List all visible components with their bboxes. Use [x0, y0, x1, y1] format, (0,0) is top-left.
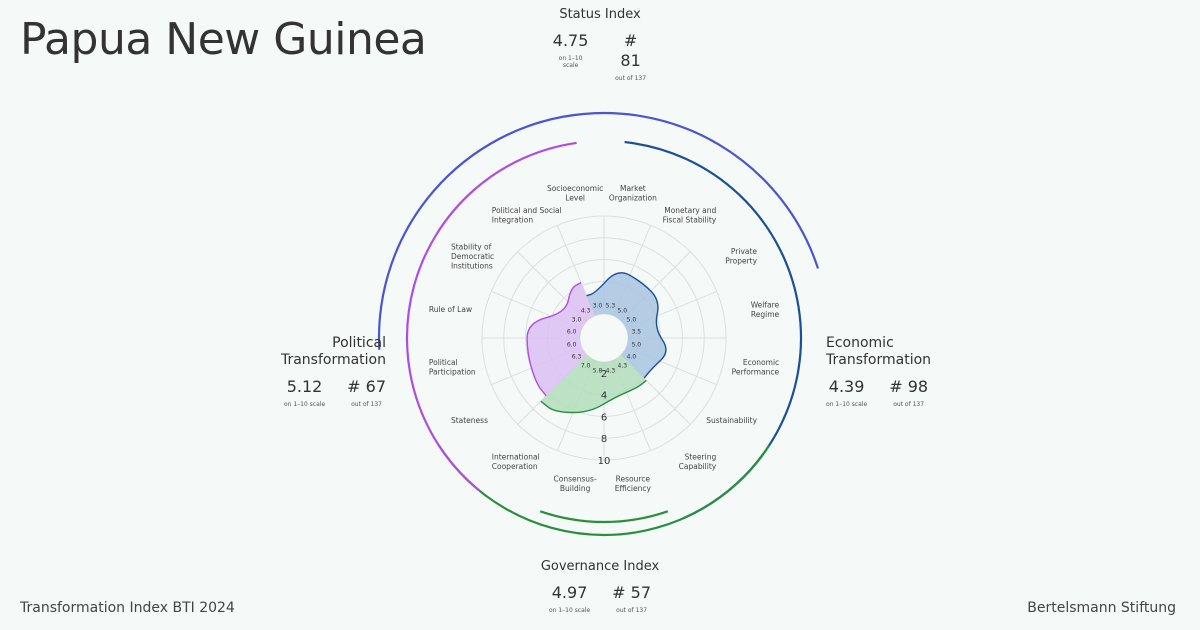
axis-label: Stateness — [451, 416, 488, 425]
score-label: 4.3 — [606, 367, 616, 374]
status-score-note: on 1–10 scale — [558, 55, 583, 69]
ring-label: 2 — [601, 369, 607, 380]
score-label: 5.0 — [627, 317, 637, 324]
ring-labels: 2 4 6 8 10 — [598, 369, 611, 467]
score-label: 3.0 — [572, 317, 582, 324]
score-label: 6.0 — [567, 341, 577, 348]
economic-transformation-block: Economic Transformation 4.39 on 1–10 sca… — [826, 335, 962, 408]
score-label: 6.0 — [567, 329, 577, 336]
political-outline — [526, 281, 582, 397]
economic-title-line2: Transformation — [826, 352, 932, 368]
governance-index-block: Governance Index 4.97 on 1–10 scale # 57… — [535, 558, 665, 614]
political-transformation-block: Political Transformation 5.12 on 1–10 sc… — [250, 335, 386, 408]
axis-label: Sustainability — [706, 416, 757, 425]
score-label: 5.0 — [618, 308, 628, 315]
axis-label: Stability of Democratic Institutions — [451, 242, 494, 270]
economic-rank: # 98 out of 137 — [889, 377, 928, 408]
score-label: 4.3 — [581, 308, 591, 315]
governance-bottom-arc — [539, 510, 669, 524]
economic-score-value: 4.39 — [828, 377, 865, 396]
governance-score-value: 4.97 — [551, 583, 588, 602]
economic-outline — [586, 272, 667, 379]
status-index-block: Status Index 4.75 on 1–10 scale # 81 out… — [550, 6, 650, 82]
axis-label: Private Property — [725, 247, 757, 266]
status-rank-value: # 81 — [620, 31, 641, 70]
economic-rank-value: # 98 — [889, 377, 929, 396]
grid-inner-ring — [579, 313, 629, 363]
economic-score-note: on 1–10 scale — [826, 401, 868, 408]
axis-label: International Cooperation — [492, 452, 540, 471]
axis-label: Rule of Law — [429, 305, 472, 314]
radar-areas — [526, 272, 667, 414]
score-label: 5.8 — [593, 367, 603, 374]
axis-label: Resource Efficiency — [615, 474, 652, 493]
political-title-line2: Transformation — [280, 352, 386, 368]
economic-title-line1: Economic — [826, 335, 894, 351]
score-label: 3.5 — [632, 329, 642, 336]
score-label: 6.3 — [572, 353, 582, 360]
score-label: 4.0 — [627, 353, 637, 360]
political-score: 5.12 on 1–10 scale — [284, 377, 325, 408]
governance-rank-value: # 57 — [612, 583, 652, 602]
score-label: 3.0 — [593, 303, 603, 310]
footer-index-name: Transformation Index BTI 2024 — [20, 600, 235, 616]
political-rank-note: out of 137 — [351, 401, 383, 408]
political-rank: # 67 out of 137 — [347, 377, 386, 408]
governance-rank: # 57 out of 137 — [612, 583, 651, 614]
axis-label: Steering Capability — [679, 452, 717, 471]
governance-rank-note: out of 137 — [616, 607, 648, 614]
footer-publisher: Bertelsmann Stiftung — [1027, 600, 1176, 616]
economic-rank-note: out of 137 — [893, 401, 925, 408]
ring-label: 10 — [598, 456, 611, 467]
score-labels: 5.35.05.03.55.04.04.34.35.87.06.36.06.03… — [567, 303, 641, 375]
governance-outline — [540, 379, 647, 414]
political-title-line1: Political — [332, 335, 386, 351]
ring-label: 6 — [601, 412, 607, 423]
axis-label: Welfare Regime — [751, 300, 780, 319]
political-transformation-arc — [405, 141, 577, 492]
axis-label: Consensus-Building — [554, 474, 597, 493]
axis-label: Economic Performance — [732, 358, 780, 377]
political-area — [527, 282, 595, 396]
score-label: 4.3 — [618, 362, 628, 369]
economic-area — [586, 272, 666, 379]
score-label: 7.0 — [581, 362, 591, 369]
axis-labels: Market Organization Monetary and Fiscal Sta… — [429, 184, 780, 493]
political-score-value: 5.12 — [286, 377, 323, 396]
governance-area — [540, 355, 647, 413]
governance-index-title: Governance Index — [540, 559, 660, 574]
outer-arcs — [377, 111, 820, 537]
political-score-note: on 1–10 scale — [283, 401, 326, 408]
ring-label: 4 — [601, 391, 607, 402]
axis-label: Market Organization — [609, 184, 657, 203]
status-score: 4.75 on 1–10 scale — [550, 31, 591, 82]
score-label: 5.3 — [606, 303, 616, 310]
status-index-title: Status Index — [559, 7, 641, 22]
axis-label: Socioeconomic Level — [547, 184, 603, 203]
economic-score: 4.39 on 1–10 scale — [826, 377, 867, 408]
status-rank-note: out of 137 — [615, 75, 647, 82]
country-title: Papua New Guinea — [20, 14, 427, 65]
score-label: 5.0 — [632, 341, 642, 348]
governance-score-note: on 1–10 scale — [548, 607, 591, 614]
status-rank: # 81 out of 137 — [611, 31, 650, 82]
axis-label: Political Participation — [429, 358, 476, 377]
status-score-value: 4.75 — [552, 31, 589, 50]
axis-label: Political and Social Integration — [492, 206, 562, 225]
political-rank-value: # 67 — [347, 377, 386, 396]
axis-label: Monetary and Fiscal Stability — [663, 206, 717, 225]
status-index-arc — [377, 111, 820, 350]
governance-score: 4.97 on 1–10 scale — [549, 583, 590, 614]
ring-label: 8 — [601, 434, 607, 445]
